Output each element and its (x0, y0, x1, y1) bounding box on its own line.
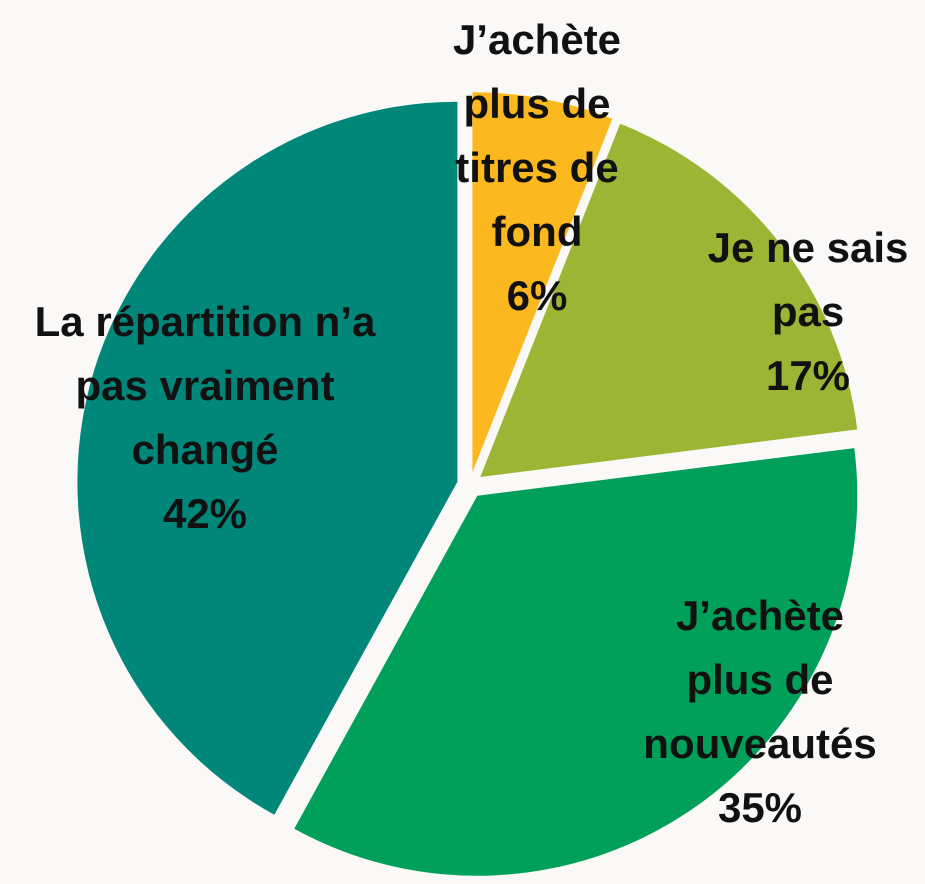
pie-slice (480, 123, 858, 478)
slice-label: J’achète plus de nouveautés 35% (635, 584, 885, 840)
value-label: 35% (717, 784, 803, 831)
category-label: J’achète plus de nouveautés (643, 592, 877, 767)
value-label: 17% (765, 352, 851, 399)
slice-label: Je ne sais pas 17% (688, 216, 925, 408)
pie-slice (294, 448, 858, 876)
value-label: 42% (162, 490, 248, 537)
slice-label: La répartition n’a pas vraiment changé 42… (20, 290, 390, 546)
value-label: 6% (506, 272, 568, 319)
category-label: Je ne sais pas (707, 224, 909, 335)
pie-slice (77, 101, 458, 815)
pie-slice (472, 92, 613, 473)
category-label: J’achète plus de titres de fond (452, 16, 622, 255)
slice-label: J’achète plus de titres de fond 6% (427, 8, 647, 328)
category-label: La répartition n’a pas vraiment changé (34, 298, 376, 473)
